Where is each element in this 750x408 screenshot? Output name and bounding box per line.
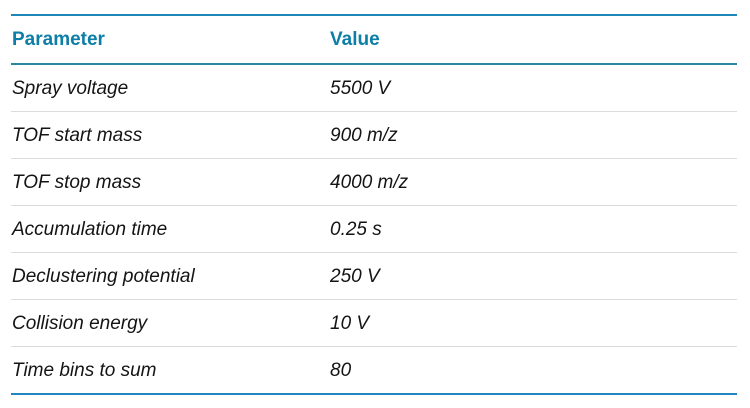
table-row: Collision energy 10 V: [11, 300, 737, 347]
table-row: TOF stop mass 4000 m/z: [11, 159, 737, 206]
parameter-cell: Declustering potential: [12, 265, 195, 287]
value-cell: 250 V: [330, 265, 380, 287]
table-row: Declustering potential 250 V: [11, 253, 737, 300]
parameter-cell: Time bins to sum: [12, 359, 157, 381]
value-cell: 4000 m/z: [330, 171, 409, 193]
table-row: TOF start mass 900 m/z: [11, 112, 737, 159]
parameters-table: Parameter Value Spray voltage 5500 V TOF s…: [11, 14, 737, 395]
parameter-cell: Spray voltage: [12, 77, 129, 99]
parameter-cell: TOF start mass: [12, 124, 143, 146]
parameter-cell: TOF stop mass: [12, 171, 142, 193]
table-row: Spray voltage 5500 V: [11, 65, 737, 112]
parameter-cell: Accumulation time: [12, 218, 168, 240]
table-body: Spray voltage 5500 V TOF start mass 900 m/z…: [11, 65, 737, 393]
column-header-value: Value: [330, 29, 380, 50]
value-cell: 80: [330, 359, 352, 381]
column-header-parameter: Parameter: [12, 29, 105, 50]
value-cell: 5500 V: [330, 77, 391, 99]
value-cell: 10 V: [330, 312, 370, 334]
value-cell: 0.25 s: [330, 218, 382, 240]
parameter-cell: Collision energy: [12, 312, 148, 334]
table-row: Time bins to sum 80: [11, 347, 737, 393]
value-cell: 900 m/z: [330, 124, 398, 146]
table-row: Accumulation time 0.25 s: [11, 206, 737, 253]
table-header-row: Parameter Value: [11, 16, 737, 65]
